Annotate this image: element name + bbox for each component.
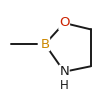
Text: H: H: [60, 79, 69, 92]
Text: O: O: [59, 16, 69, 30]
Text: B: B: [40, 38, 50, 51]
Text: N: N: [59, 65, 69, 78]
